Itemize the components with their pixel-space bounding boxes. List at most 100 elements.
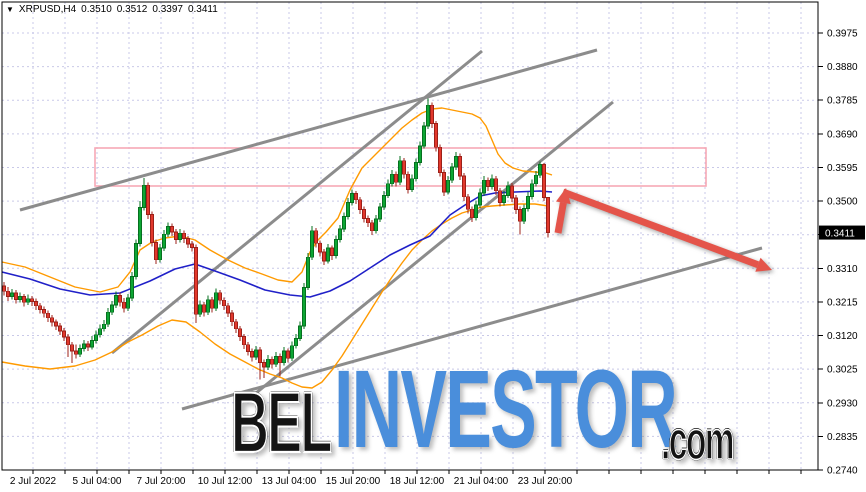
bull-candle — [414, 162, 418, 180]
steep-channel-line-2 — [244, 100, 614, 404]
quote-open: 0.3510 — [81, 4, 112, 15]
quote-close: 0.3411 — [187, 4, 218, 15]
bear-candle — [318, 242, 322, 253]
bollinger-upper — [1, 107, 553, 293]
bear-candle — [234, 321, 238, 330]
bear-candle — [438, 146, 442, 173]
bear-candle — [182, 232, 186, 239]
bear-candle — [174, 231, 178, 241]
bear-candle — [314, 230, 318, 244]
symbol-timeframe-label: XRPUSD,H4 — [18, 4, 77, 15]
bull-candle — [306, 256, 310, 288]
bull-candle — [522, 208, 526, 222]
bull-candle — [538, 164, 542, 176]
bear-candle — [354, 193, 358, 201]
resistance-zone[interactable] — [94, 147, 707, 187]
bull-candle — [138, 207, 142, 244]
bull-candle — [326, 247, 330, 262]
bear-candle — [362, 209, 366, 219]
bear-candle — [270, 358, 274, 365]
bull-candle — [134, 243, 138, 277]
price-axis[interactable]: 0.3975 0.3880 0.3785 0.3690 0.3595 0.3500 0.33… — [818, 29, 865, 477]
bull-candle — [214, 292, 218, 309]
bear-candle — [58, 325, 62, 332]
bear-candle — [186, 238, 190, 245]
bear-candle — [494, 178, 498, 192]
bear-candle — [470, 208, 474, 219]
bear-candle — [22, 296, 26, 303]
time-axis[interactable]: 2 Jul 2022 5 Jul 04:00 7 Jul 20:00 10 Jul 1… — [10, 470, 802, 487]
bear-candle — [322, 251, 326, 262]
bull-candle — [450, 166, 454, 181]
bull-candle — [398, 160, 402, 183]
bear-candle — [250, 351, 254, 358]
price-axis-label: 0.3595 — [827, 163, 858, 174]
bear-candle — [434, 123, 438, 148]
price-axis-label: 0.3215 — [827, 297, 858, 308]
bear-candle — [118, 295, 122, 303]
price-axis-label: 0.3975 — [827, 29, 858, 40]
bull-candle — [282, 350, 286, 364]
price-axis-label: 0.3025 — [827, 365, 858, 376]
bear-candle — [466, 196, 470, 210]
chart-title: ▼ XRPUSD,H4 0.3510 0.3512 0.3397 0.3411 — [6, 4, 218, 15]
trendlines[interactable] — [19, 48, 763, 411]
bull-candle — [106, 311, 110, 325]
bull-candle — [378, 206, 382, 220]
bull-candle — [18, 296, 22, 300]
bear-candle — [330, 247, 334, 256]
bollinger-lower — [1, 203, 549, 389]
current-price-value: 0.3411 — [825, 229, 855, 240]
bull-candle — [482, 179, 486, 194]
bull-candle — [110, 304, 114, 313]
bull-candle — [490, 178, 494, 187]
bear-candle — [122, 301, 126, 309]
bounce-up-arrow — [554, 202, 567, 234]
bull-candle — [302, 287, 306, 327]
bear-candle — [170, 226, 174, 233]
bear-candle — [54, 321, 58, 327]
bear-candle — [510, 185, 514, 199]
bear-candle — [242, 336, 246, 346]
bear-candle — [70, 344, 74, 352]
bull-candle — [162, 233, 166, 249]
price-axis-label: 0.3690 — [827, 129, 858, 140]
moving-average — [1, 190, 553, 298]
bull-candle — [506, 185, 510, 196]
time-axis-label: 10 Jul 12:00 — [198, 476, 253, 487]
bull-candle — [342, 216, 346, 230]
bull-candle — [374, 218, 378, 232]
time-axis-label: 15 Jul 20:00 — [326, 476, 381, 487]
bull-candle — [346, 202, 350, 218]
bull-candle — [166, 226, 170, 235]
bear-candle — [30, 298, 34, 302]
forecast-arrows[interactable] — [554, 188, 772, 272]
bear-candle — [262, 362, 266, 368]
bear-candle — [458, 156, 462, 177]
symbol-dropdown-icon[interactable]: ▼ — [6, 4, 14, 14]
bear-candle — [194, 247, 198, 315]
bull-candle — [382, 195, 386, 208]
bull-candle — [526, 196, 530, 209]
bear-candle — [402, 160, 406, 175]
price-axis-label: 0.3880 — [827, 62, 858, 73]
bear-candle — [226, 305, 230, 314]
bull-candle — [478, 192, 482, 206]
bull-candle — [350, 193, 354, 203]
bear-candle — [46, 312, 50, 319]
steep-channel-line-1 — [111, 49, 483, 355]
bear-candle — [430, 104, 434, 124]
bull-candle — [130, 276, 134, 299]
bear-candle — [546, 197, 550, 233]
bear-candle — [462, 175, 466, 198]
bear-candle — [486, 179, 490, 187]
bull-candle — [426, 104, 430, 127]
bear-candle — [222, 299, 226, 307]
bull-candle — [418, 145, 422, 163]
bull-candle — [98, 328, 102, 336]
bull-candle — [102, 323, 106, 330]
bear-candle — [442, 172, 446, 193]
bear-candle — [514, 197, 518, 210]
